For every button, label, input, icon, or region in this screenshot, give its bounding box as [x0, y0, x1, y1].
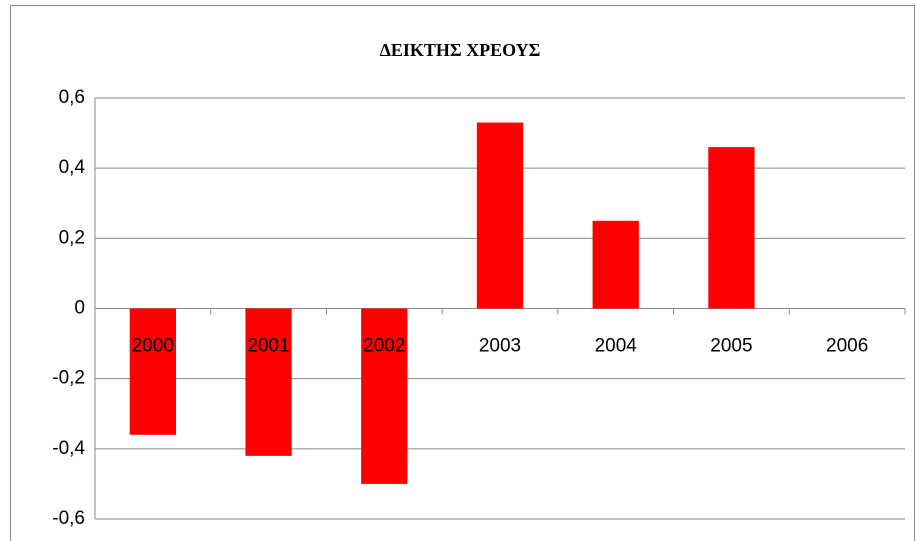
y-tick-label: -0,2: [52, 368, 85, 389]
x-tick-label: 2002: [363, 336, 405, 357]
bar: [592, 220, 639, 309]
y-tick-label: 0,6: [59, 87, 85, 108]
y-tick-label: -0,6: [52, 508, 85, 529]
bar: [129, 308, 176, 435]
chart-title: ΔΕΙΚΤΗΣ ΧΡΕΟΥΣ: [380, 40, 541, 60]
y-tick-label: 0,2: [59, 227, 85, 248]
bar: [361, 308, 408, 484]
x-tick-label: 2006: [826, 336, 868, 357]
x-tick-label: 2004: [595, 336, 638, 357]
y-tick-label: 0,4: [59, 157, 86, 178]
x-tick-label: 2001: [247, 336, 289, 357]
y-tick-label: 0: [74, 298, 85, 319]
x-tick-label: 2000: [132, 336, 174, 357]
x-tick-label: 2003: [479, 336, 521, 357]
bar: [708, 147, 755, 309]
bar: [476, 122, 524, 309]
y-tick-label: -0,4: [52, 438, 85, 459]
x-tick-label: 2005: [710, 336, 752, 357]
chart-border: [10, 5, 915, 541]
bar: [245, 308, 292, 456]
